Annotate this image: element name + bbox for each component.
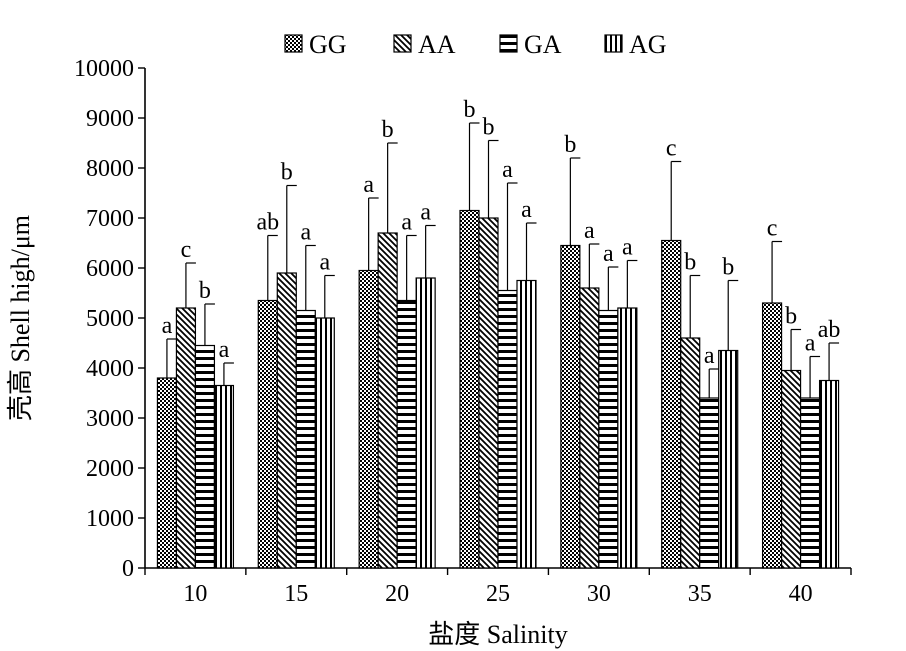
bar-gg-30: [560, 244, 581, 569]
significance-label: a: [363, 172, 374, 198]
significance-label: a: [584, 218, 595, 244]
y-tick-label: 10000: [74, 56, 134, 82]
x-tick-label: 10: [183, 581, 207, 607]
bar-gg-35: [661, 239, 682, 569]
bar-ag-15: [314, 317, 335, 569]
x-tick-label: 15: [284, 581, 308, 607]
significance-label: a: [521, 197, 532, 223]
legend-swatch: [499, 34, 518, 53]
significance-label: b: [564, 132, 576, 158]
significance-label: b: [785, 304, 797, 330]
bar-ag-25: [516, 279, 537, 569]
significance-label: a: [401, 210, 412, 236]
y-tick-label: 0: [122, 556, 134, 582]
legend-item-aa: AA: [393, 30, 456, 59]
bar-gg-10: [156, 377, 178, 569]
legend-item-ga: GA: [499, 30, 562, 59]
legend-item-gg: GG: [284, 30, 347, 59]
significance-label: b: [382, 117, 394, 143]
x-axis: 10 15 20 25 30 35 40: [144, 567, 852, 607]
y-tick-label: 5000: [86, 306, 134, 332]
significance-label: a: [162, 313, 173, 339]
bar-aa-30: [579, 287, 600, 569]
significance-label: a: [704, 343, 715, 369]
bar-ga-35: [699, 397, 720, 569]
bar-ag-10: [213, 384, 235, 569]
y-axis: 0 1000 2000 3000 4000 5000 6000 7000 8000 9000 100…: [74, 56, 146, 582]
legend-swatch: [604, 34, 623, 53]
significance-label: a: [622, 235, 633, 261]
bar-aa-25: [478, 217, 499, 569]
legend-item-ag: AG: [604, 30, 667, 59]
x-tick-label: 40: [789, 581, 813, 607]
x-tick-label: 25: [486, 581, 510, 607]
bar-aa-40: [780, 369, 802, 569]
bar-aa-10: [175, 307, 197, 569]
y-tick-label: 3000: [86, 406, 134, 432]
y-axis-title: 壳高 Shell high/μm: [6, 215, 35, 421]
bar-ga-25: [497, 289, 518, 569]
legend-swatch: [393, 34, 412, 53]
significance-label: a: [319, 250, 330, 276]
legend-label: AG: [629, 30, 667, 59]
bar-ag-40: [818, 379, 840, 569]
bar-ag-35: [718, 349, 739, 569]
significance-label: c: [767, 216, 778, 242]
significance-label: a: [219, 337, 230, 363]
significance-label: a: [420, 200, 431, 226]
significance-label: a: [502, 157, 513, 183]
y-tick-label: 1000: [86, 506, 134, 532]
bar-ga-20: [396, 299, 417, 569]
bar-ga-30: [598, 309, 619, 569]
bar-gg-25: [459, 209, 480, 569]
y-tick-label: 6000: [86, 256, 134, 282]
y-tick-label: 8000: [86, 156, 134, 182]
legend-label: AA: [418, 30, 456, 59]
bar-ag-30: [617, 307, 638, 569]
significance-label: b: [722, 255, 734, 281]
legend-label: GA: [524, 30, 562, 59]
significance-label: b: [199, 278, 211, 304]
y-tick-label: 7000: [86, 206, 134, 232]
y-tick-label: 2000: [86, 456, 134, 482]
significance-label: a: [805, 331, 816, 357]
bar-ga-15: [295, 309, 316, 569]
significance-label: b: [281, 160, 293, 186]
y-tick-label: 9000: [86, 106, 134, 132]
bar-aa-20: [377, 232, 398, 569]
bar-gg-20: [358, 269, 379, 569]
bar-aa-15: [276, 272, 297, 569]
significance-label: b: [684, 250, 696, 276]
legend-swatch: [284, 34, 303, 53]
significance-label: ab: [256, 210, 279, 236]
bar-gg-40: [761, 302, 783, 569]
bar-ga-40: [799, 397, 821, 569]
legend: GG AA GA AG: [284, 30, 667, 59]
x-tick-label: 30: [587, 581, 611, 607]
bar-gg-15: [257, 299, 278, 569]
bar-ga-10: [194, 344, 216, 569]
bar-ag-20: [415, 277, 436, 569]
significance-label: b: [464, 97, 476, 123]
x-axis-title: 盐度 Salinity: [428, 620, 567, 649]
x-tick-label: 35: [688, 581, 712, 607]
significance-label: c: [181, 237, 192, 263]
y-tick-label: 4000: [86, 356, 134, 382]
significance-label: a: [603, 241, 614, 267]
legend-label: GG: [309, 30, 347, 59]
significance-label: a: [300, 220, 311, 246]
significance-label: b: [483, 115, 495, 141]
significance-label: c: [666, 136, 677, 162]
x-tick-label: 20: [385, 581, 409, 607]
bar-aa-35: [680, 337, 701, 569]
significance-label: ab: [818, 317, 841, 343]
